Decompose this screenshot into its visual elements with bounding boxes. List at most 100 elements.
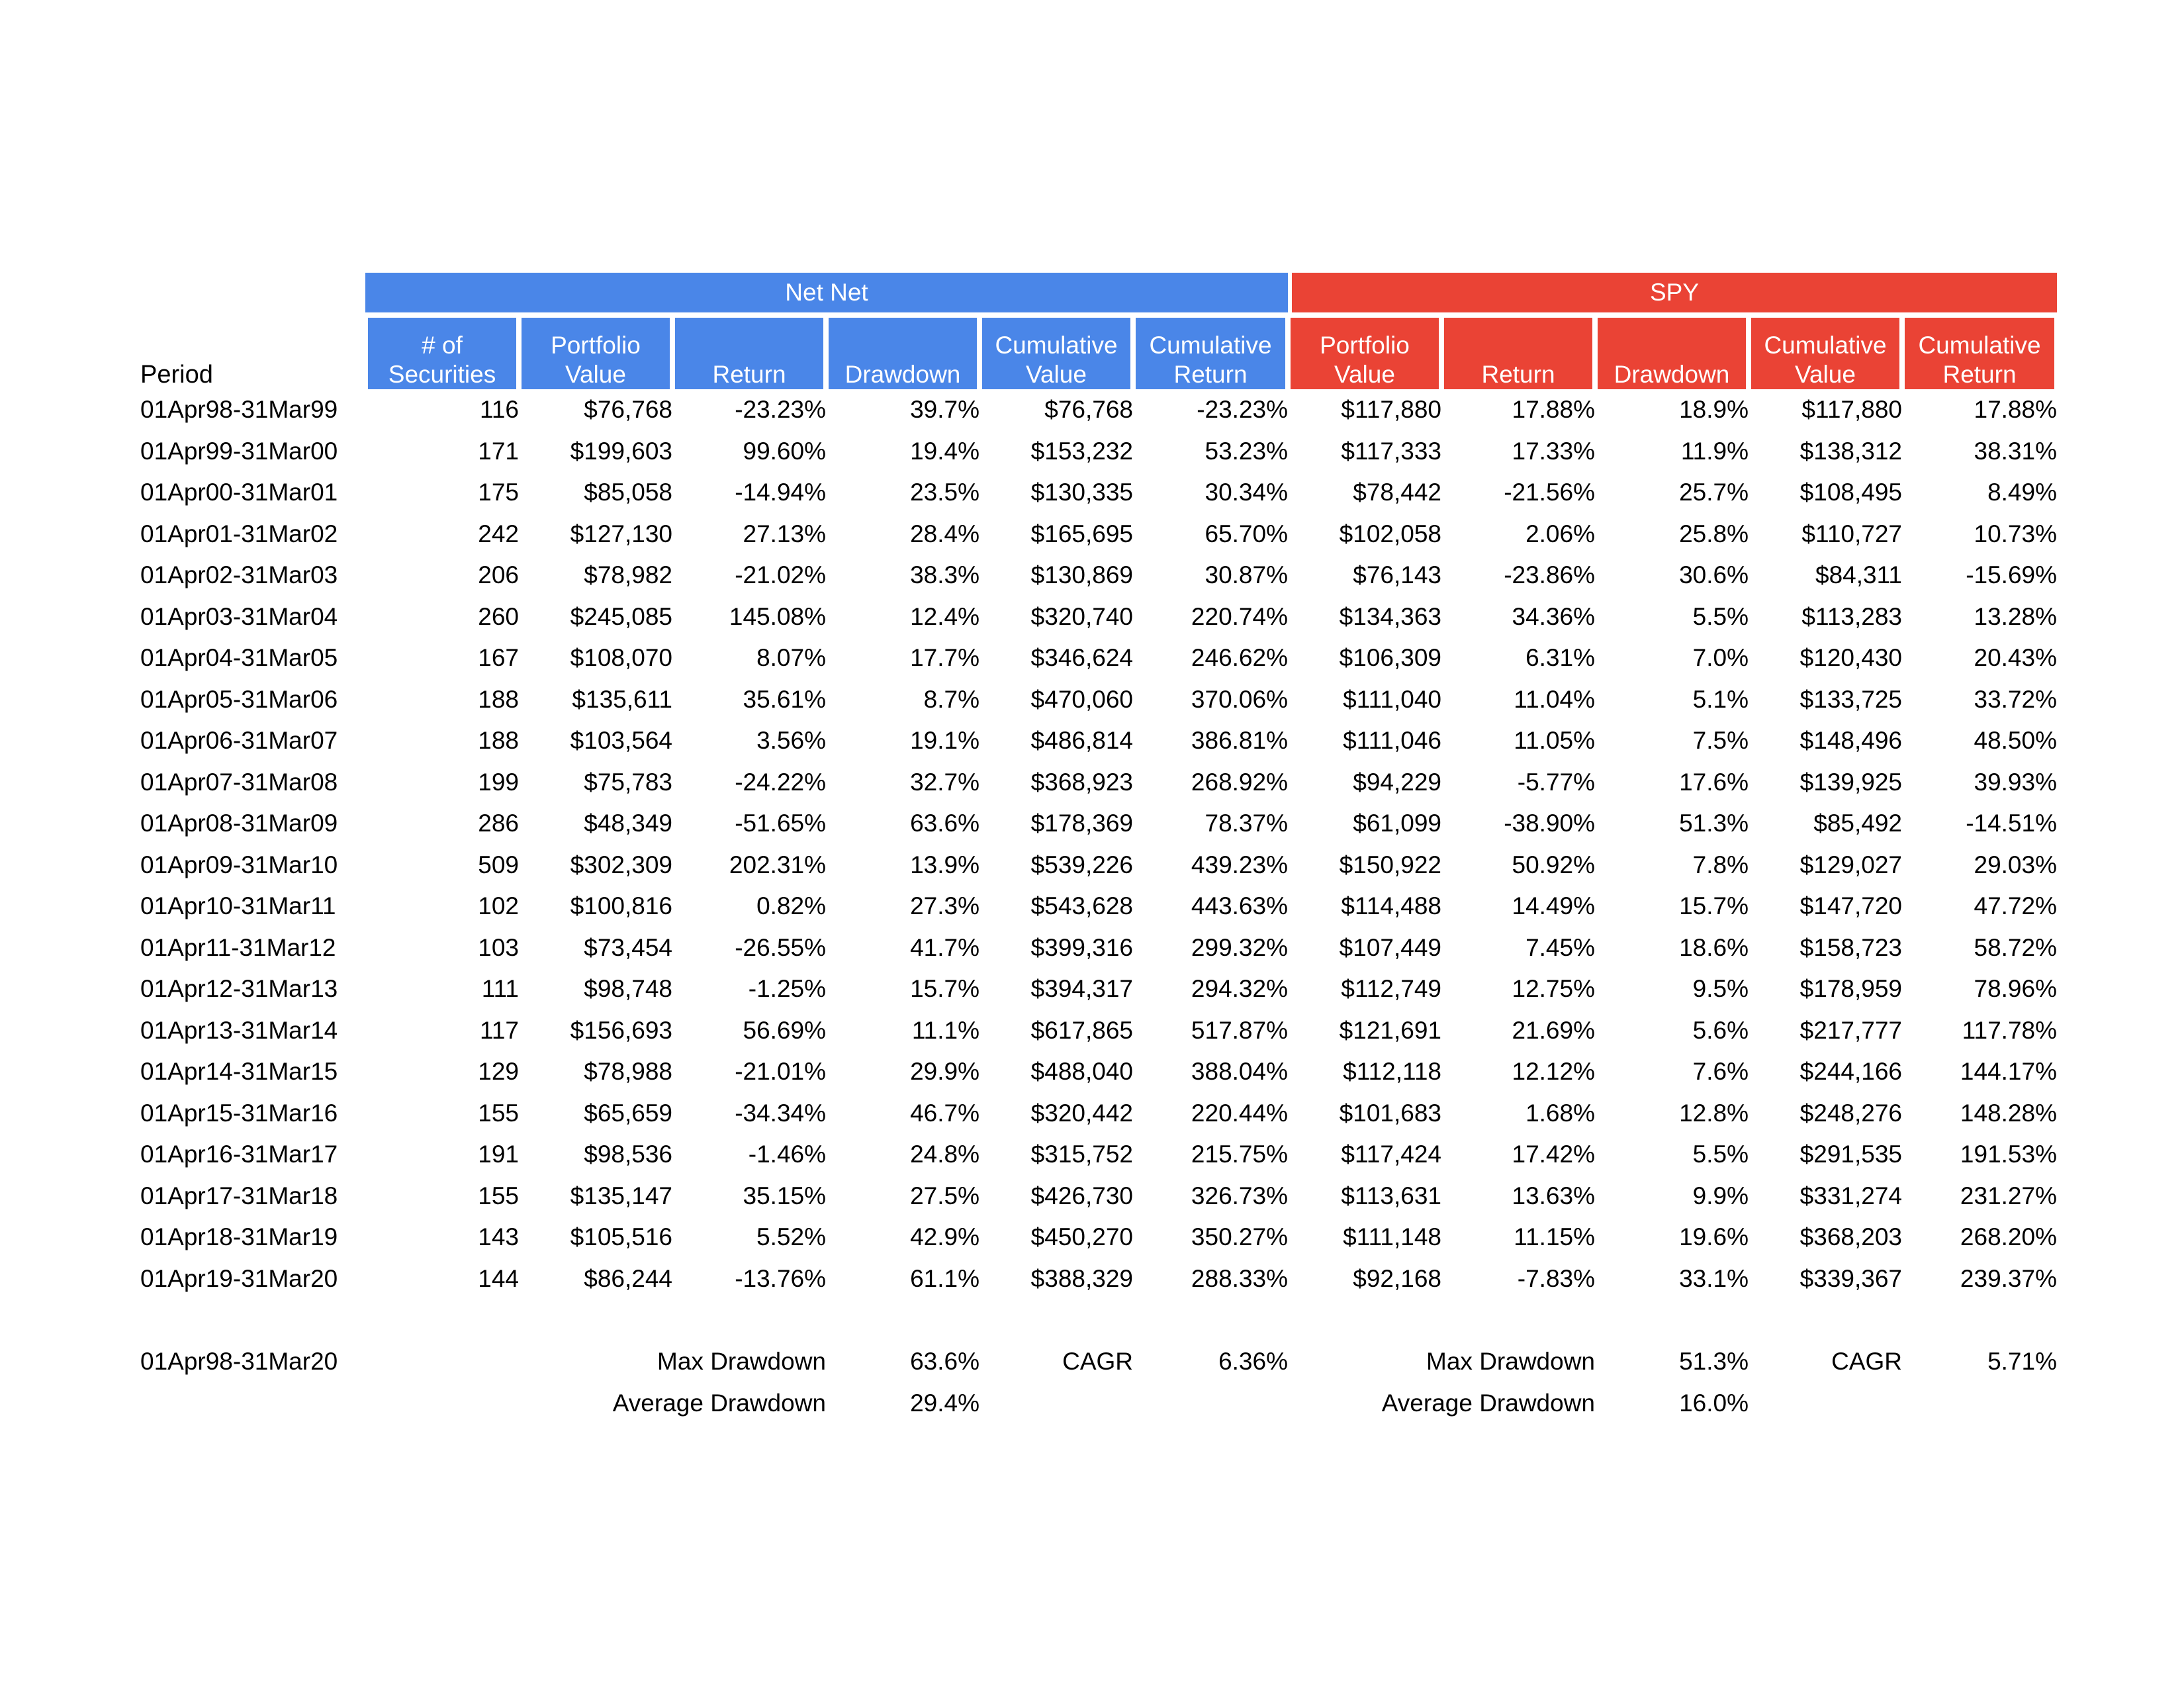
value-cell: $539,226	[1030, 851, 1133, 878]
header-line: Portfolio	[551, 332, 641, 359]
value-cell: 9.9%	[1692, 1182, 1749, 1209]
value-cell: $165,695	[1030, 520, 1133, 547]
value-cell: 111	[481, 975, 519, 1003]
net-net-cagr: 6.36%	[1218, 1347, 1288, 1375]
value-cell: 15.7%	[910, 975, 979, 1003]
value-cell: $153,232	[1030, 437, 1133, 465]
value-cell: 268.92%	[1191, 768, 1288, 796]
summary-cell	[1902, 1382, 2057, 1424]
period-cell: 01Apr08-31Mar09	[140, 810, 338, 837]
period-cell: 01Apr16-31Mar17	[140, 1141, 338, 1168]
value-cell: 48.50%	[1974, 727, 2058, 755]
value-cell: 12.8%	[1679, 1099, 1749, 1127]
value-cell: $617,865	[1030, 1016, 1133, 1044]
summary-row: 01Apr98-31Mar20 Max Drawdown 63.6% CAGR 6.36…	[140, 1340, 2057, 1382]
value-cell: -21.02%	[735, 561, 826, 589]
value-cell: 188	[478, 685, 519, 713]
value-cell: $133,725	[1799, 685, 1902, 713]
value-cell: 144.17%	[1960, 1058, 2057, 1086]
value-cell: 299.32%	[1191, 933, 1288, 961]
value-cell: $92,168	[1353, 1264, 1441, 1292]
value-cell: 51.3%	[1679, 810, 1749, 837]
value-cell: $135,147	[570, 1182, 672, 1209]
value-cell: 11.04%	[1514, 685, 1595, 713]
period-cell: 01Apr19-31Mar20	[140, 1264, 338, 1292]
period-cell: 01Apr14-31Mar15	[140, 1058, 338, 1086]
value-cell: $75,783	[584, 768, 672, 796]
value-cell: 148.28%	[1960, 1099, 2057, 1127]
value-cell: $111,148	[1343, 1223, 1441, 1251]
value-cell: 11.15%	[1514, 1223, 1595, 1251]
header-line: Value	[565, 361, 626, 388]
value-cell: 17.6%	[1679, 768, 1749, 796]
value-cell: $117,880	[1801, 396, 1902, 424]
summary-row: Average Drawdown 29.4% Average Drawdown 16.…	[140, 1382, 2057, 1424]
value-cell: $117,333	[1341, 437, 1441, 465]
value-cell: 18.9%	[1679, 396, 1749, 424]
value-cell: 10.73%	[1974, 520, 2058, 547]
value-cell: $112,749	[1341, 975, 1441, 1003]
value-cell: 3.56%	[756, 727, 826, 755]
table-row: 01Apr08-31Mar09 286 $48,349 -51.65% 63.6% $17…	[140, 803, 2057, 845]
net-net-avg-drawdown: 29.4%	[910, 1389, 979, 1417]
header-line: Cumulative	[1149, 332, 1272, 359]
value-cell: $112,118	[1343, 1058, 1441, 1086]
summary-cell	[140, 1382, 365, 1424]
value-cell: $102,058	[1339, 520, 1441, 547]
value-cell: $315,752	[1030, 1141, 1133, 1168]
value-cell: $78,982	[584, 561, 672, 589]
period-cell: 01Apr04-31Mar05	[140, 644, 338, 672]
spy-max-drawdown-label: Max Drawdown	[1426, 1347, 1595, 1375]
value-cell: 25.8%	[1679, 520, 1749, 547]
value-cell: $158,723	[1799, 933, 1902, 961]
period-cell: 01Apr07-31Mar08	[140, 768, 338, 796]
value-cell: $320,442	[1030, 1099, 1133, 1127]
value-cell: 1.68%	[1525, 1099, 1595, 1127]
period-cell: 01Apr05-31Mar06	[140, 685, 338, 713]
period-cell: 01Apr12-31Mar13	[140, 975, 338, 1003]
value-cell: 78.37%	[1205, 810, 1289, 837]
value-cell: 5.6%	[1692, 1016, 1749, 1044]
value-cell: $121,691	[1339, 1016, 1441, 1044]
value-cell: 102	[478, 892, 519, 920]
value-cell: 47.72%	[1974, 892, 2058, 920]
value-cell: 65.70%	[1205, 520, 1289, 547]
value-cell: 326.73%	[1191, 1182, 1288, 1209]
value-cell: 286	[478, 810, 519, 837]
value-cell: 191.53%	[1960, 1141, 2057, 1168]
value-cell: $114,488	[1341, 892, 1441, 920]
performance-table: Net Net SPY Period # of Securities Portfol…	[140, 273, 2057, 1424]
value-cell: $120,430	[1799, 644, 1902, 672]
value-cell: $138,312	[1799, 437, 1902, 465]
value-cell: 39.7%	[910, 396, 979, 424]
value-cell: 17.7%	[910, 644, 979, 672]
value-cell: $368,203	[1799, 1223, 1902, 1251]
value-cell: $86,244	[584, 1264, 672, 1292]
value-cell: 117	[480, 1016, 519, 1044]
value-cell: $98,748	[584, 975, 672, 1003]
value-cell: 199	[478, 768, 519, 796]
header-spy-1: Return	[1441, 318, 1595, 389]
value-cell: 145.08%	[729, 602, 826, 630]
value-cell: 35.15%	[743, 1182, 827, 1209]
value-cell: $399,316	[1030, 933, 1133, 961]
value-cell: -38.90%	[1504, 810, 1595, 837]
value-cell: 41.7%	[910, 933, 979, 961]
value-cell: $94,229	[1353, 768, 1441, 796]
value-cell: 23.5%	[910, 479, 979, 506]
value-cell: 99.60%	[743, 437, 827, 465]
value-cell: 38.31%	[1974, 437, 2058, 465]
value-cell: 103	[478, 933, 519, 961]
table-row: 01Apr00-31Mar01 175 $85,058 -14.94% 23.5% $13…	[140, 472, 2057, 514]
value-cell: 35.61%	[743, 685, 827, 713]
value-cell: $135,611	[572, 685, 672, 713]
value-cell: 33.1%	[1679, 1264, 1749, 1292]
value-cell: 7.0%	[1692, 644, 1749, 672]
value-cell: 167	[478, 644, 519, 672]
table-row: 01Apr98-31Mar99 116 $76,768 -23.23% 39.7% $76…	[140, 389, 2057, 431]
period-cell: 01Apr11-31Mar12	[140, 933, 336, 961]
value-cell: -7.83%	[1517, 1264, 1595, 1292]
value-cell: 12.4%	[910, 602, 979, 630]
net-net-avg-drawdown-label: Average Drawdown	[612, 1389, 826, 1417]
value-cell: 129	[478, 1058, 519, 1086]
